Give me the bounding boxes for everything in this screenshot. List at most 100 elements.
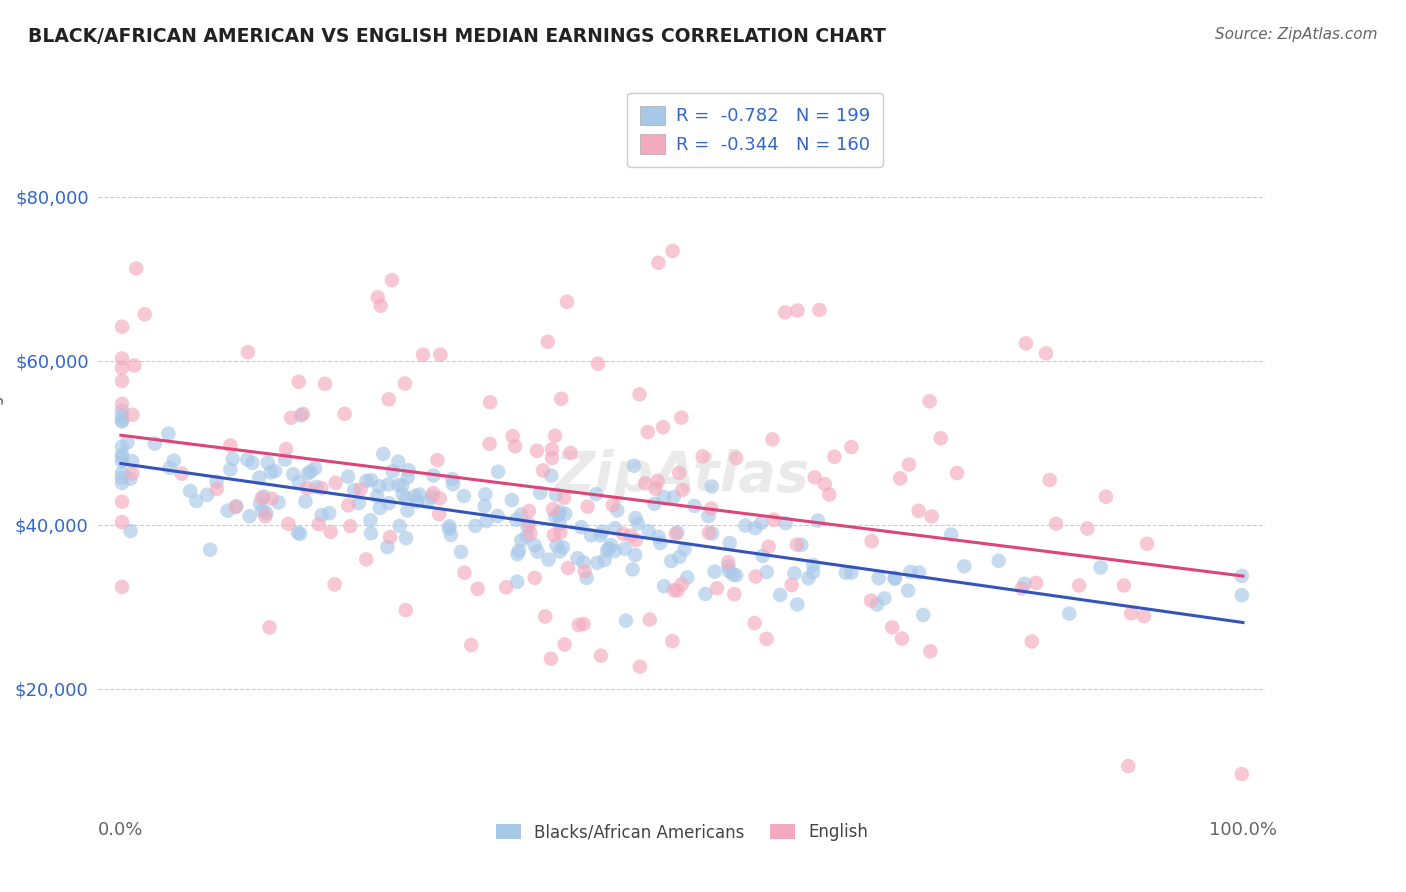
Point bbox=[388, 519, 411, 533]
Point bbox=[236, 452, 259, 467]
Point bbox=[554, 507, 576, 521]
Point bbox=[368, 479, 391, 493]
Text: Source: ZipAtlas.com: Source: ZipAtlas.com bbox=[1215, 27, 1378, 42]
Point bbox=[526, 443, 548, 458]
Point bbox=[111, 470, 134, 484]
Point bbox=[1015, 336, 1038, 351]
Point bbox=[572, 617, 595, 632]
Point bbox=[254, 509, 277, 524]
Point bbox=[786, 598, 808, 612]
Point bbox=[695, 587, 717, 601]
Point bbox=[647, 530, 669, 544]
Point bbox=[186, 494, 208, 508]
Point bbox=[359, 513, 381, 527]
Point bbox=[377, 477, 399, 491]
Point bbox=[505, 513, 527, 527]
Point bbox=[758, 540, 780, 554]
Point bbox=[395, 531, 418, 545]
Point bbox=[586, 556, 609, 570]
Point bbox=[287, 475, 309, 489]
Point bbox=[111, 495, 134, 509]
Point bbox=[665, 526, 688, 541]
Point bbox=[1025, 575, 1047, 590]
Point bbox=[287, 525, 309, 540]
Point bbox=[717, 555, 740, 569]
Point bbox=[111, 580, 134, 594]
Point bbox=[426, 453, 449, 467]
Point bbox=[596, 543, 619, 558]
Point bbox=[835, 566, 858, 580]
Point bbox=[120, 472, 142, 486]
Point bbox=[606, 503, 628, 517]
Point bbox=[502, 429, 524, 443]
Y-axis label: Median Earnings: Median Earnings bbox=[0, 386, 4, 524]
Point bbox=[567, 551, 589, 566]
Point bbox=[628, 659, 651, 673]
Point bbox=[253, 490, 276, 504]
Point bbox=[506, 547, 529, 561]
Point bbox=[773, 305, 796, 319]
Point bbox=[897, 583, 920, 598]
Point bbox=[1076, 522, 1098, 536]
Point bbox=[548, 517, 571, 532]
Point bbox=[198, 542, 221, 557]
Point bbox=[111, 454, 134, 468]
Point bbox=[883, 571, 905, 585]
Point bbox=[541, 451, 564, 466]
Point bbox=[395, 603, 418, 617]
Point bbox=[529, 486, 551, 500]
Point bbox=[703, 565, 725, 579]
Point bbox=[111, 351, 134, 366]
Point bbox=[744, 521, 766, 535]
Point bbox=[907, 504, 929, 518]
Point bbox=[111, 440, 134, 454]
Point bbox=[252, 504, 274, 518]
Point bbox=[205, 475, 228, 489]
Point bbox=[551, 541, 574, 555]
Point bbox=[783, 566, 806, 581]
Point bbox=[159, 460, 181, 475]
Point bbox=[537, 552, 560, 566]
Point bbox=[575, 571, 598, 585]
Point bbox=[179, 484, 201, 499]
Point bbox=[478, 436, 501, 450]
Point bbox=[548, 505, 571, 519]
Point bbox=[814, 477, 837, 491]
Point bbox=[627, 516, 650, 531]
Point bbox=[111, 414, 134, 428]
Point bbox=[120, 524, 142, 538]
Point bbox=[671, 483, 693, 497]
Point bbox=[1057, 607, 1080, 621]
Point bbox=[576, 500, 599, 514]
Point bbox=[117, 435, 139, 450]
Point bbox=[841, 566, 863, 580]
Point bbox=[297, 467, 319, 481]
Point bbox=[579, 528, 602, 542]
Point bbox=[868, 571, 890, 585]
Point bbox=[347, 496, 370, 510]
Point bbox=[634, 476, 657, 491]
Point bbox=[786, 538, 808, 552]
Point bbox=[1230, 767, 1253, 781]
Point bbox=[297, 481, 319, 495]
Point bbox=[1045, 516, 1067, 531]
Point bbox=[723, 587, 745, 601]
Point bbox=[288, 526, 311, 541]
Point bbox=[700, 479, 723, 493]
Point bbox=[572, 555, 595, 569]
Point bbox=[111, 360, 134, 375]
Point bbox=[544, 488, 567, 502]
Point bbox=[560, 446, 582, 460]
Point bbox=[734, 518, 756, 533]
Point bbox=[574, 565, 596, 579]
Point bbox=[318, 506, 340, 520]
Point bbox=[412, 348, 434, 362]
Point bbox=[267, 495, 290, 509]
Point bbox=[124, 359, 146, 373]
Point bbox=[111, 476, 134, 491]
Point bbox=[808, 302, 831, 317]
Point bbox=[603, 544, 626, 558]
Point bbox=[661, 244, 683, 258]
Point bbox=[644, 482, 666, 496]
Point bbox=[912, 607, 935, 622]
